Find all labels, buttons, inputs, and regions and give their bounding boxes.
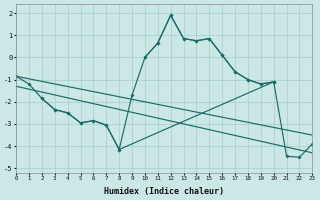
X-axis label: Humidex (Indice chaleur): Humidex (Indice chaleur) [104, 187, 224, 196]
